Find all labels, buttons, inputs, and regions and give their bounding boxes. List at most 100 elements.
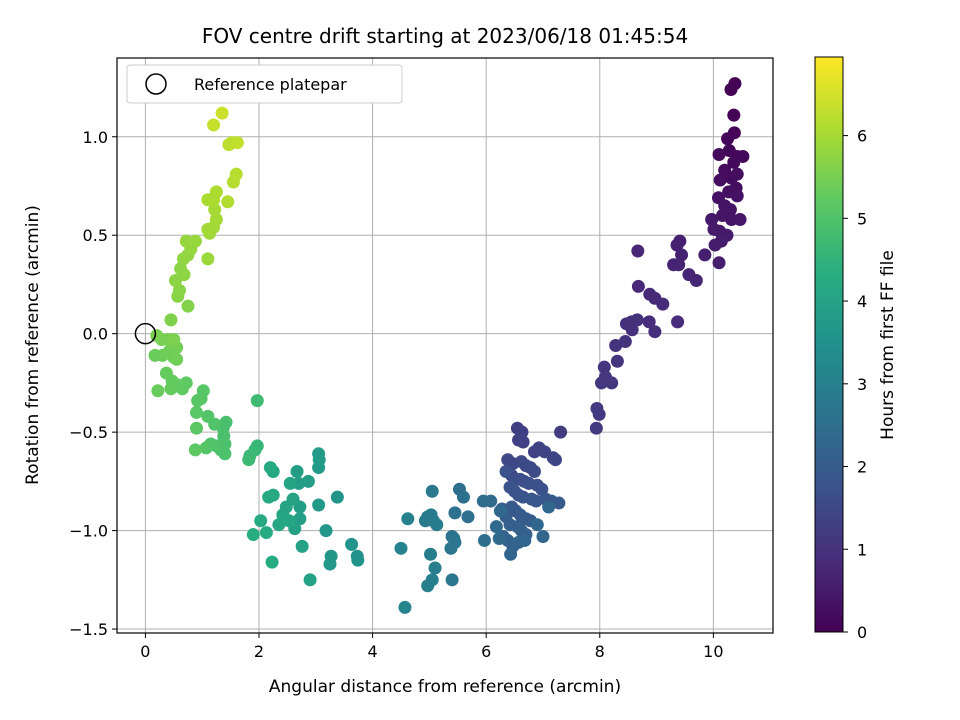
data-point: [708, 238, 722, 252]
legend-marker-icon: [145, 73, 167, 95]
data-point: [518, 533, 532, 547]
data-point: [181, 299, 195, 313]
colorbar-tick-label: 1: [857, 540, 867, 559]
colorbar: [814, 56, 844, 633]
data-point: [263, 461, 277, 475]
data-point: [504, 547, 518, 561]
data-point: [535, 482, 549, 496]
data-point: [712, 256, 726, 270]
data-point: [254, 514, 268, 528]
data-point: [493, 504, 507, 518]
data-point: [672, 258, 686, 272]
data-point: [530, 518, 544, 532]
data-point: [398, 600, 412, 614]
data-point: [330, 490, 344, 504]
data-point: [272, 518, 286, 532]
data-point: [476, 494, 490, 508]
data-point: [499, 465, 513, 479]
x-axis-ticks: 0 2 4 6 8 10: [140, 633, 724, 661]
legend: Reference platepar: [126, 64, 403, 104]
data-point: [698, 248, 712, 262]
data-point: [250, 394, 264, 408]
y-tick-label: 0.5: [83, 226, 108, 245]
colorbar-tick-label: 0: [857, 623, 867, 642]
x-tick-label: 4: [367, 642, 377, 661]
colorbar-tick-label: 4: [857, 292, 867, 311]
data-point: [461, 510, 475, 524]
data-point: [196, 384, 210, 398]
y-axis-label: Rotation from reference (arcmin): [23, 205, 43, 485]
data-point: [730, 189, 744, 203]
data-point: [151, 384, 165, 398]
data-point: [265, 555, 279, 569]
data-point: [188, 443, 202, 457]
data-point: [592, 407, 606, 421]
data-point: [689, 274, 703, 288]
data-point: [229, 167, 243, 181]
data-point: [199, 441, 213, 455]
data-point: [208, 203, 222, 217]
data-point: [323, 557, 337, 571]
data-point: [727, 108, 741, 122]
data-point: [656, 297, 670, 311]
data-point: [552, 496, 566, 510]
data-point: [610, 354, 624, 368]
data-point: [283, 476, 297, 490]
data-point: [319, 524, 333, 538]
data-point: [492, 531, 506, 545]
data-point: [170, 352, 184, 366]
plot-frame: [116, 57, 774, 634]
data-point: [190, 405, 204, 419]
x-tick-label: 6: [481, 642, 491, 661]
data-point: [259, 526, 273, 540]
data-point: [529, 494, 543, 508]
x-tick-label: 10: [703, 642, 723, 661]
data-point: [456, 490, 470, 504]
data-point: [246, 528, 260, 542]
data-point: [445, 573, 459, 587]
data-point: [721, 132, 735, 146]
data-point: [527, 465, 541, 479]
x-axis-label: Angular distance from reference (arcmin): [269, 677, 621, 697]
data-point: [730, 167, 744, 181]
colorbar-tick-label: 2: [857, 458, 867, 477]
data-points: [148, 77, 750, 614]
data-point: [727, 155, 741, 169]
data-point: [201, 409, 215, 423]
data-point: [172, 283, 186, 297]
data-point: [209, 185, 223, 199]
data-point: [312, 498, 326, 512]
y-tick-label: 0.0: [83, 325, 108, 344]
data-point: [401, 512, 415, 526]
data-point: [230, 136, 244, 150]
data-point: [201, 252, 215, 266]
colorbar-ticks: 0 1 2 3 4 5 6: [843, 127, 867, 642]
data-point: [164, 313, 178, 327]
data-point: [303, 573, 317, 587]
data-point: [215, 106, 229, 120]
data-point: [670, 238, 684, 252]
colorbar-tick-label: 5: [857, 209, 867, 228]
data-point: [597, 360, 611, 374]
data-point: [242, 453, 256, 467]
data-point: [477, 533, 491, 547]
data-point: [345, 537, 359, 551]
data-point: [188, 234, 202, 248]
data-point: [712, 147, 726, 161]
data-point: [290, 465, 304, 479]
data-point: [430, 518, 444, 532]
colorbar-label: Hours from first FF file: [878, 250, 898, 440]
data-point: [164, 382, 178, 396]
y-tick-label: −1.5: [69, 620, 108, 639]
data-point: [221, 195, 235, 209]
data-point: [705, 212, 719, 226]
data-point: [428, 561, 442, 575]
data-point: [301, 474, 315, 488]
data-point: [594, 376, 608, 390]
data-point: [642, 315, 656, 329]
legend-entry: Reference platepar: [194, 75, 347, 94]
data-point: [425, 484, 439, 498]
data-point: [448, 535, 462, 549]
legend-box: [126, 64, 403, 104]
